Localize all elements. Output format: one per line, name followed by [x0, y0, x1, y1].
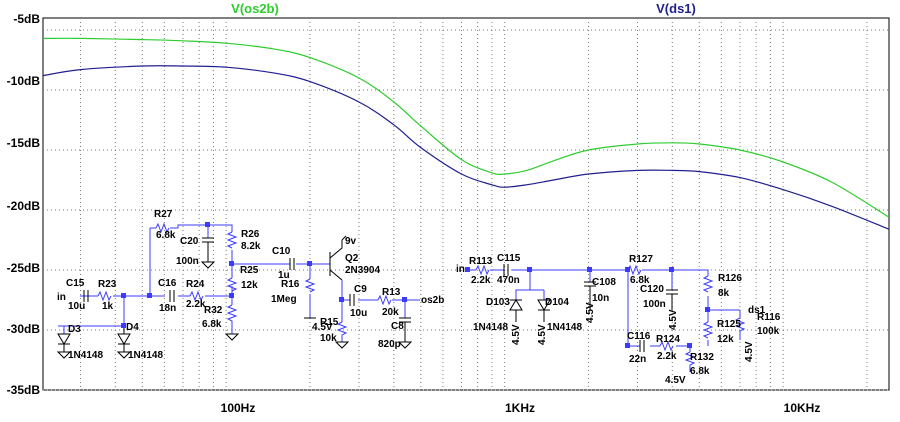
x-axis-ticks: 100Hz 1KHz 10KHz [221, 401, 821, 415]
schematic-label: 12k [241, 280, 258, 291]
schematic-label: 4.5V [312, 322, 333, 333]
legend-label-ds1[interactable]: V(ds1) [656, 1, 696, 16]
schematic-label: 9v [345, 236, 357, 247]
schematic-label: D4 [126, 322, 139, 333]
schematic-label: Q2 [345, 253, 359, 264]
schematic-label: C16 [158, 278, 177, 289]
schematic-label: C10 [272, 246, 291, 257]
schematic-label: D104 [545, 297, 569, 308]
schematic-label: R15 [320, 317, 339, 328]
schematic-right [465, 264, 746, 372]
schematic-label-vertical: 4.5V [668, 309, 679, 330]
y-axis-ticks: -5dB -10dB -15dB -20dB -25dB -30dB -35dB [7, 12, 41, 397]
schematic-label: 10u [350, 308, 367, 319]
schematic-label: C115 [497, 253, 521, 264]
schematic-label: 2.2k [186, 299, 206, 310]
schematic-label: ds1 [748, 305, 766, 316]
schematic-label: 12k [717, 334, 734, 345]
legend-label-os2b[interactable]: V(os2b) [231, 1, 279, 16]
schematic-label: R27 [154, 209, 173, 220]
schematic-label: R113 [469, 256, 493, 267]
schematic-label: in [456, 264, 465, 275]
grid-lines [43, 18, 889, 391]
schematic-label: 10n [592, 293, 609, 304]
schematic-label: C120 [640, 284, 664, 295]
schematic-label: 2.2k [471, 275, 491, 286]
schematic-label: 1N4148 [547, 322, 582, 333]
traces [42, 37, 890, 230]
schematic-label: os2b [421, 295, 444, 306]
y-tick-label: -30dB [7, 322, 41, 336]
y-tick-label: -10dB [7, 74, 41, 88]
plot-frame [42, 17, 890, 391]
schematic-label: D103 [486, 297, 510, 308]
y-tick-label: -20dB [7, 199, 41, 213]
schematic-label-vertical: 4.5V [537, 324, 548, 345]
schematic-label: C9 [354, 284, 367, 295]
schematic-label: 100k [757, 326, 780, 337]
schematic-label: 8.2k [241, 241, 261, 252]
trace-os2b[interactable] [42, 37, 890, 218]
schematic-label: R126 [718, 273, 742, 284]
schematic-label: 2.2k [657, 351, 677, 362]
schematic-label: 820p [378, 339, 401, 350]
schematic-label-vertical: 4.5V [744, 341, 755, 362]
schematic-label: 1N4148 [68, 350, 103, 361]
schematic-label: 1Meg [271, 294, 297, 305]
schematic-label: 470n [497, 275, 520, 286]
schematic-label: R16 [281, 279, 300, 290]
schematic-label: 100n [176, 256, 199, 267]
schematic-label: C20 [180, 236, 199, 247]
schematic-label: 6.8k [202, 319, 222, 330]
schematic-label: 18n [159, 303, 176, 314]
schematic-label: C108 [592, 277, 616, 288]
schematic-label: 1N4148 [473, 322, 508, 333]
x-tick-label: 100Hz [221, 401, 256, 415]
schematic-label: 20k [382, 307, 399, 318]
schematic-label-vertical: 4.5V [585, 302, 596, 323]
y-tick-label: -35dB [7, 383, 41, 397]
schematic-label-vertical: 4.5V [511, 324, 522, 345]
schematic-label: 6.8k [156, 230, 176, 241]
y-tick-label: -15dB [7, 136, 41, 150]
schematic-label: 10u [68, 301, 85, 312]
schematic-label: in [57, 292, 66, 303]
schematic-label: 1u [278, 270, 290, 281]
x-tick-label: 10KHz [784, 401, 821, 415]
y-tick-label: -25dB [7, 261, 41, 275]
schematic-label: R124 [656, 334, 680, 345]
schematic-label: C8 [391, 321, 404, 332]
schematic-label: R23 [98, 279, 117, 290]
x-tick-label: 1KHz [505, 401, 535, 415]
schematic-label: 6.8k [690, 366, 710, 377]
schematic-label: 10k [320, 333, 337, 344]
schematic-label: R132 [690, 352, 714, 363]
schematic-label: R125 [717, 319, 741, 330]
schematic-label: R13 [382, 287, 401, 298]
schematic-label: R26 [241, 229, 260, 240]
schematic-label: D3 [68, 324, 81, 335]
schematic-label: R127 [629, 254, 653, 265]
schematic-left [56, 222, 420, 359]
schematic-label: 8k [718, 288, 730, 299]
trace-ds1[interactable] [42, 65, 890, 230]
schematic-label: C15 [66, 278, 85, 289]
schematic-label: 2N3904 [345, 265, 380, 276]
y-tick-label: -5dB [13, 12, 40, 26]
schematic-label: 6.8k [630, 275, 650, 286]
schematic-label: R24 [186, 279, 205, 290]
schematic-label: 4.5V [665, 375, 686, 386]
schematic-label: 1k [102, 301, 114, 312]
schematic-label: 1N4148 [128, 350, 163, 361]
schematic-label: R116 [757, 312, 781, 323]
schematic-label: 22n [629, 354, 646, 365]
schematic-label: R32 [204, 305, 223, 316]
schematic-label: 100n [643, 299, 666, 310]
schematic-label: C116 [627, 331, 651, 342]
schematic-label: R25 [240, 265, 259, 276]
